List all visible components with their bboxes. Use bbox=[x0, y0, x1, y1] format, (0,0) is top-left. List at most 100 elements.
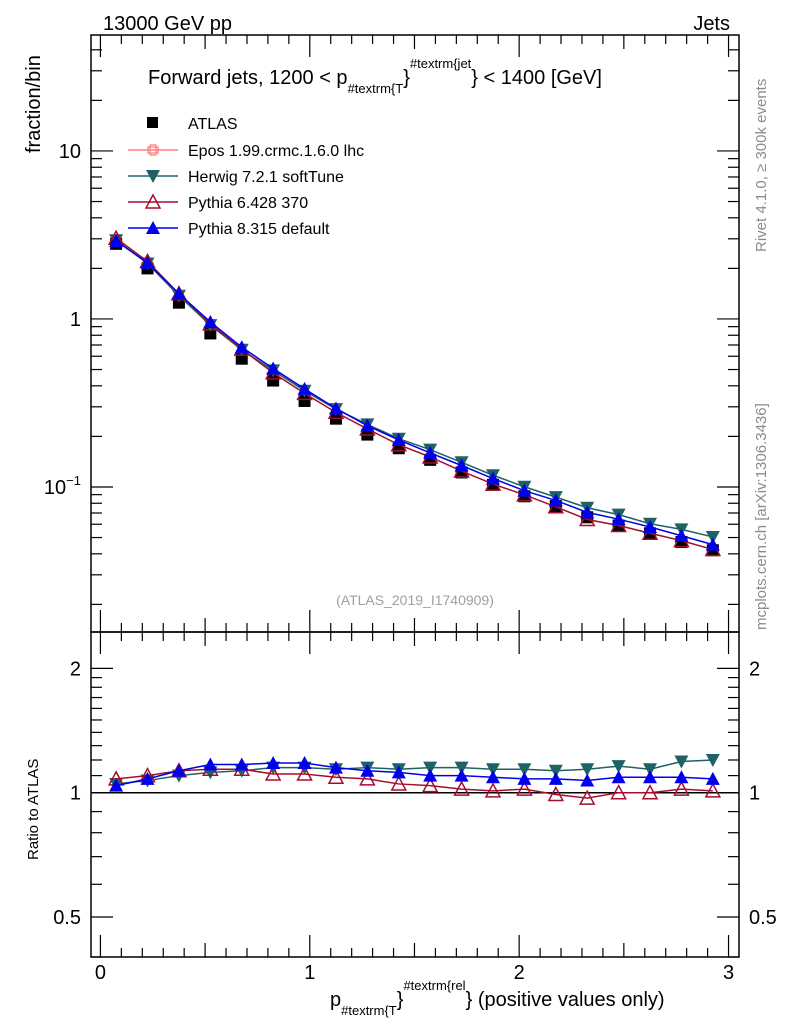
y-tick-label: 10 bbox=[59, 141, 81, 163]
ratio-point bbox=[705, 753, 720, 767]
data-point bbox=[203, 314, 218, 328]
ratio-point bbox=[578, 789, 596, 805]
ratio-point bbox=[517, 763, 532, 777]
ratio-point bbox=[643, 770, 658, 784]
xlabel-c: } (positive values only) bbox=[466, 989, 665, 1011]
open-cross-marker-icon bbox=[147, 144, 159, 156]
data-point bbox=[328, 401, 343, 415]
data-point bbox=[267, 374, 280, 387]
ratio-point bbox=[485, 763, 500, 777]
title-b: } bbox=[403, 67, 410, 89]
ratio-point bbox=[297, 756, 312, 770]
ratio-point bbox=[580, 763, 595, 777]
ratio-point bbox=[673, 780, 690, 796]
header-process: Jets bbox=[693, 13, 730, 35]
data-point bbox=[643, 520, 658, 534]
ratio-y-tick-label: 2 bbox=[70, 658, 81, 680]
data-point bbox=[517, 483, 532, 497]
series-herwig-7-2-1-softtune bbox=[109, 234, 720, 791]
legend-item-pythia-8-315-default: Pythia 8.315 default bbox=[128, 221, 330, 238]
ratio-point bbox=[234, 757, 249, 771]
triangle-up-marker-icon bbox=[146, 221, 160, 234]
ratio-y-tick-label-right: 2 bbox=[749, 658, 760, 680]
ratio-point bbox=[423, 761, 438, 775]
x-tick-label: 2 bbox=[514, 962, 525, 984]
series-pythia-8-315-default bbox=[109, 233, 720, 792]
ratio-y-tick-label: 1 bbox=[70, 783, 81, 805]
legend-item-atlas: ATLAS bbox=[147, 116, 238, 133]
ratio-point bbox=[454, 768, 469, 782]
ratio-point bbox=[704, 782, 722, 798]
title-a: Forward jets, 1200 < p bbox=[148, 67, 348, 89]
xlabel-b: } bbox=[397, 989, 404, 1011]
mcplots-credit-text: mcplots.cern.ch [arXiv:1306.3436] bbox=[753, 403, 770, 630]
ratio-point bbox=[296, 765, 313, 781]
data-point bbox=[391, 432, 406, 446]
ratio-point bbox=[548, 771, 563, 785]
series-line-main bbox=[115, 237, 714, 551]
data-point bbox=[234, 340, 249, 354]
square-marker-icon bbox=[147, 117, 158, 128]
ratio-point bbox=[610, 784, 627, 800]
x-tick-label: 0 bbox=[95, 962, 106, 984]
legend-item-herwig-7-2-1-softtune: Herwig 7.2.1 softTune bbox=[128, 169, 344, 186]
triangle-up-open-marker-icon bbox=[144, 193, 162, 209]
ratio-point bbox=[391, 765, 406, 779]
data-point bbox=[109, 233, 124, 247]
data-point bbox=[171, 286, 186, 300]
data-point bbox=[485, 471, 500, 485]
ratio-y-tick-label: 0.5 bbox=[53, 907, 81, 929]
ratio-point bbox=[547, 785, 565, 802]
ratio-y-tick-label-right: 0.5 bbox=[749, 907, 777, 929]
data-point bbox=[674, 528, 689, 542]
y-tick-label-base: 10 bbox=[44, 477, 66, 499]
y-tick-label: 1 bbox=[70, 309, 81, 331]
ratio-point bbox=[674, 770, 689, 784]
data-point bbox=[423, 445, 438, 459]
ratio-point bbox=[423, 768, 438, 782]
ratio-point bbox=[264, 765, 282, 781]
ratio-point bbox=[516, 780, 533, 796]
ratio-point bbox=[580, 773, 595, 787]
ratio-point bbox=[390, 775, 408, 791]
data-point bbox=[266, 361, 281, 375]
data-point bbox=[611, 512, 626, 526]
rivet-version-text: Rivet 4.1.0, ≥ 300k events bbox=[753, 79, 770, 252]
ratio-point bbox=[327, 768, 345, 784]
legend-label: Herwig 7.2.1 softTune bbox=[188, 169, 344, 186]
ratio-point bbox=[641, 784, 659, 800]
data-point bbox=[580, 505, 595, 519]
data-point bbox=[298, 394, 311, 407]
legend-label: Epos 1.99.crmc.1.6.0 lhc bbox=[188, 143, 364, 160]
xlabel-a: p bbox=[330, 989, 341, 1011]
ratio-point bbox=[517, 771, 532, 785]
ratio-point bbox=[203, 757, 218, 771]
ratio-point bbox=[548, 764, 563, 778]
series-atlas bbox=[110, 237, 719, 557]
ratio-point bbox=[705, 771, 720, 785]
legend-label: Pythia 8.315 default bbox=[188, 221, 330, 238]
title-sub: #textrm{T bbox=[348, 81, 404, 96]
ratio-point bbox=[140, 771, 155, 785]
ratio-point bbox=[485, 770, 500, 784]
x-axis-label: p#textrm{T}#textrm{rel} (positive values… bbox=[330, 978, 665, 1018]
ratio-point bbox=[454, 761, 469, 775]
xlabel-sup: #textrm{rel bbox=[403, 978, 465, 993]
xlabel-sub: #textrm{T bbox=[341, 1003, 397, 1018]
ratio-point bbox=[611, 760, 626, 774]
plot-title: Forward jets, 1200 < p#textrm{T}#textrm{… bbox=[148, 56, 602, 96]
legend-label: ATLAS bbox=[188, 116, 238, 133]
series-line-ratio bbox=[115, 762, 713, 787]
ratio-point bbox=[359, 770, 376, 786]
analysis-watermark: (ATLAS_2019_I1740909) bbox=[336, 592, 494, 608]
ratio-point bbox=[453, 780, 470, 796]
marker-part bbox=[147, 146, 159, 154]
ratio-point bbox=[328, 760, 343, 774]
legend-item-pythia-6-428-370: Pythia 6.428 370 bbox=[128, 193, 308, 212]
data-point bbox=[140, 255, 155, 269]
ratio-point bbox=[674, 755, 689, 769]
x-tick-label: 1 bbox=[304, 962, 315, 984]
ratio-point bbox=[421, 777, 439, 793]
y-tick-label-exponent: −1 bbox=[66, 473, 81, 488]
